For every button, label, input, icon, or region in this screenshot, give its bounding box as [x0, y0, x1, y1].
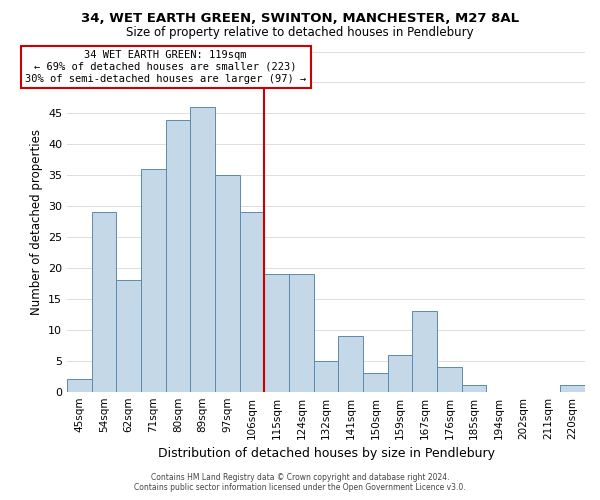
- Bar: [461, 386, 487, 392]
- Bar: [240, 212, 265, 392]
- Bar: [116, 280, 141, 392]
- Bar: [560, 386, 585, 392]
- Text: 34 WET EARTH GREEN: 119sqm
← 69% of detached houses are smaller (223)
30% of sem: 34 WET EARTH GREEN: 119sqm ← 69% of deta…: [25, 50, 307, 84]
- Bar: [265, 274, 289, 392]
- Bar: [363, 373, 388, 392]
- Bar: [289, 274, 314, 392]
- Bar: [314, 361, 338, 392]
- Text: 34, WET EARTH GREEN, SWINTON, MANCHESTER, M27 8AL: 34, WET EARTH GREEN, SWINTON, MANCHESTER…: [81, 12, 519, 26]
- Bar: [141, 169, 166, 392]
- Bar: [215, 175, 240, 392]
- Bar: [338, 336, 363, 392]
- Bar: [92, 212, 116, 392]
- Y-axis label: Number of detached properties: Number of detached properties: [29, 128, 43, 314]
- Bar: [166, 120, 190, 392]
- X-axis label: Distribution of detached houses by size in Pendlebury: Distribution of detached houses by size …: [158, 447, 494, 460]
- Bar: [190, 107, 215, 392]
- Bar: [67, 380, 92, 392]
- Bar: [412, 312, 437, 392]
- Text: Size of property relative to detached houses in Pendlebury: Size of property relative to detached ho…: [126, 26, 474, 39]
- Bar: [437, 367, 461, 392]
- Bar: [388, 354, 412, 392]
- Text: Contains HM Land Registry data © Crown copyright and database right 2024.
Contai: Contains HM Land Registry data © Crown c…: [134, 473, 466, 492]
